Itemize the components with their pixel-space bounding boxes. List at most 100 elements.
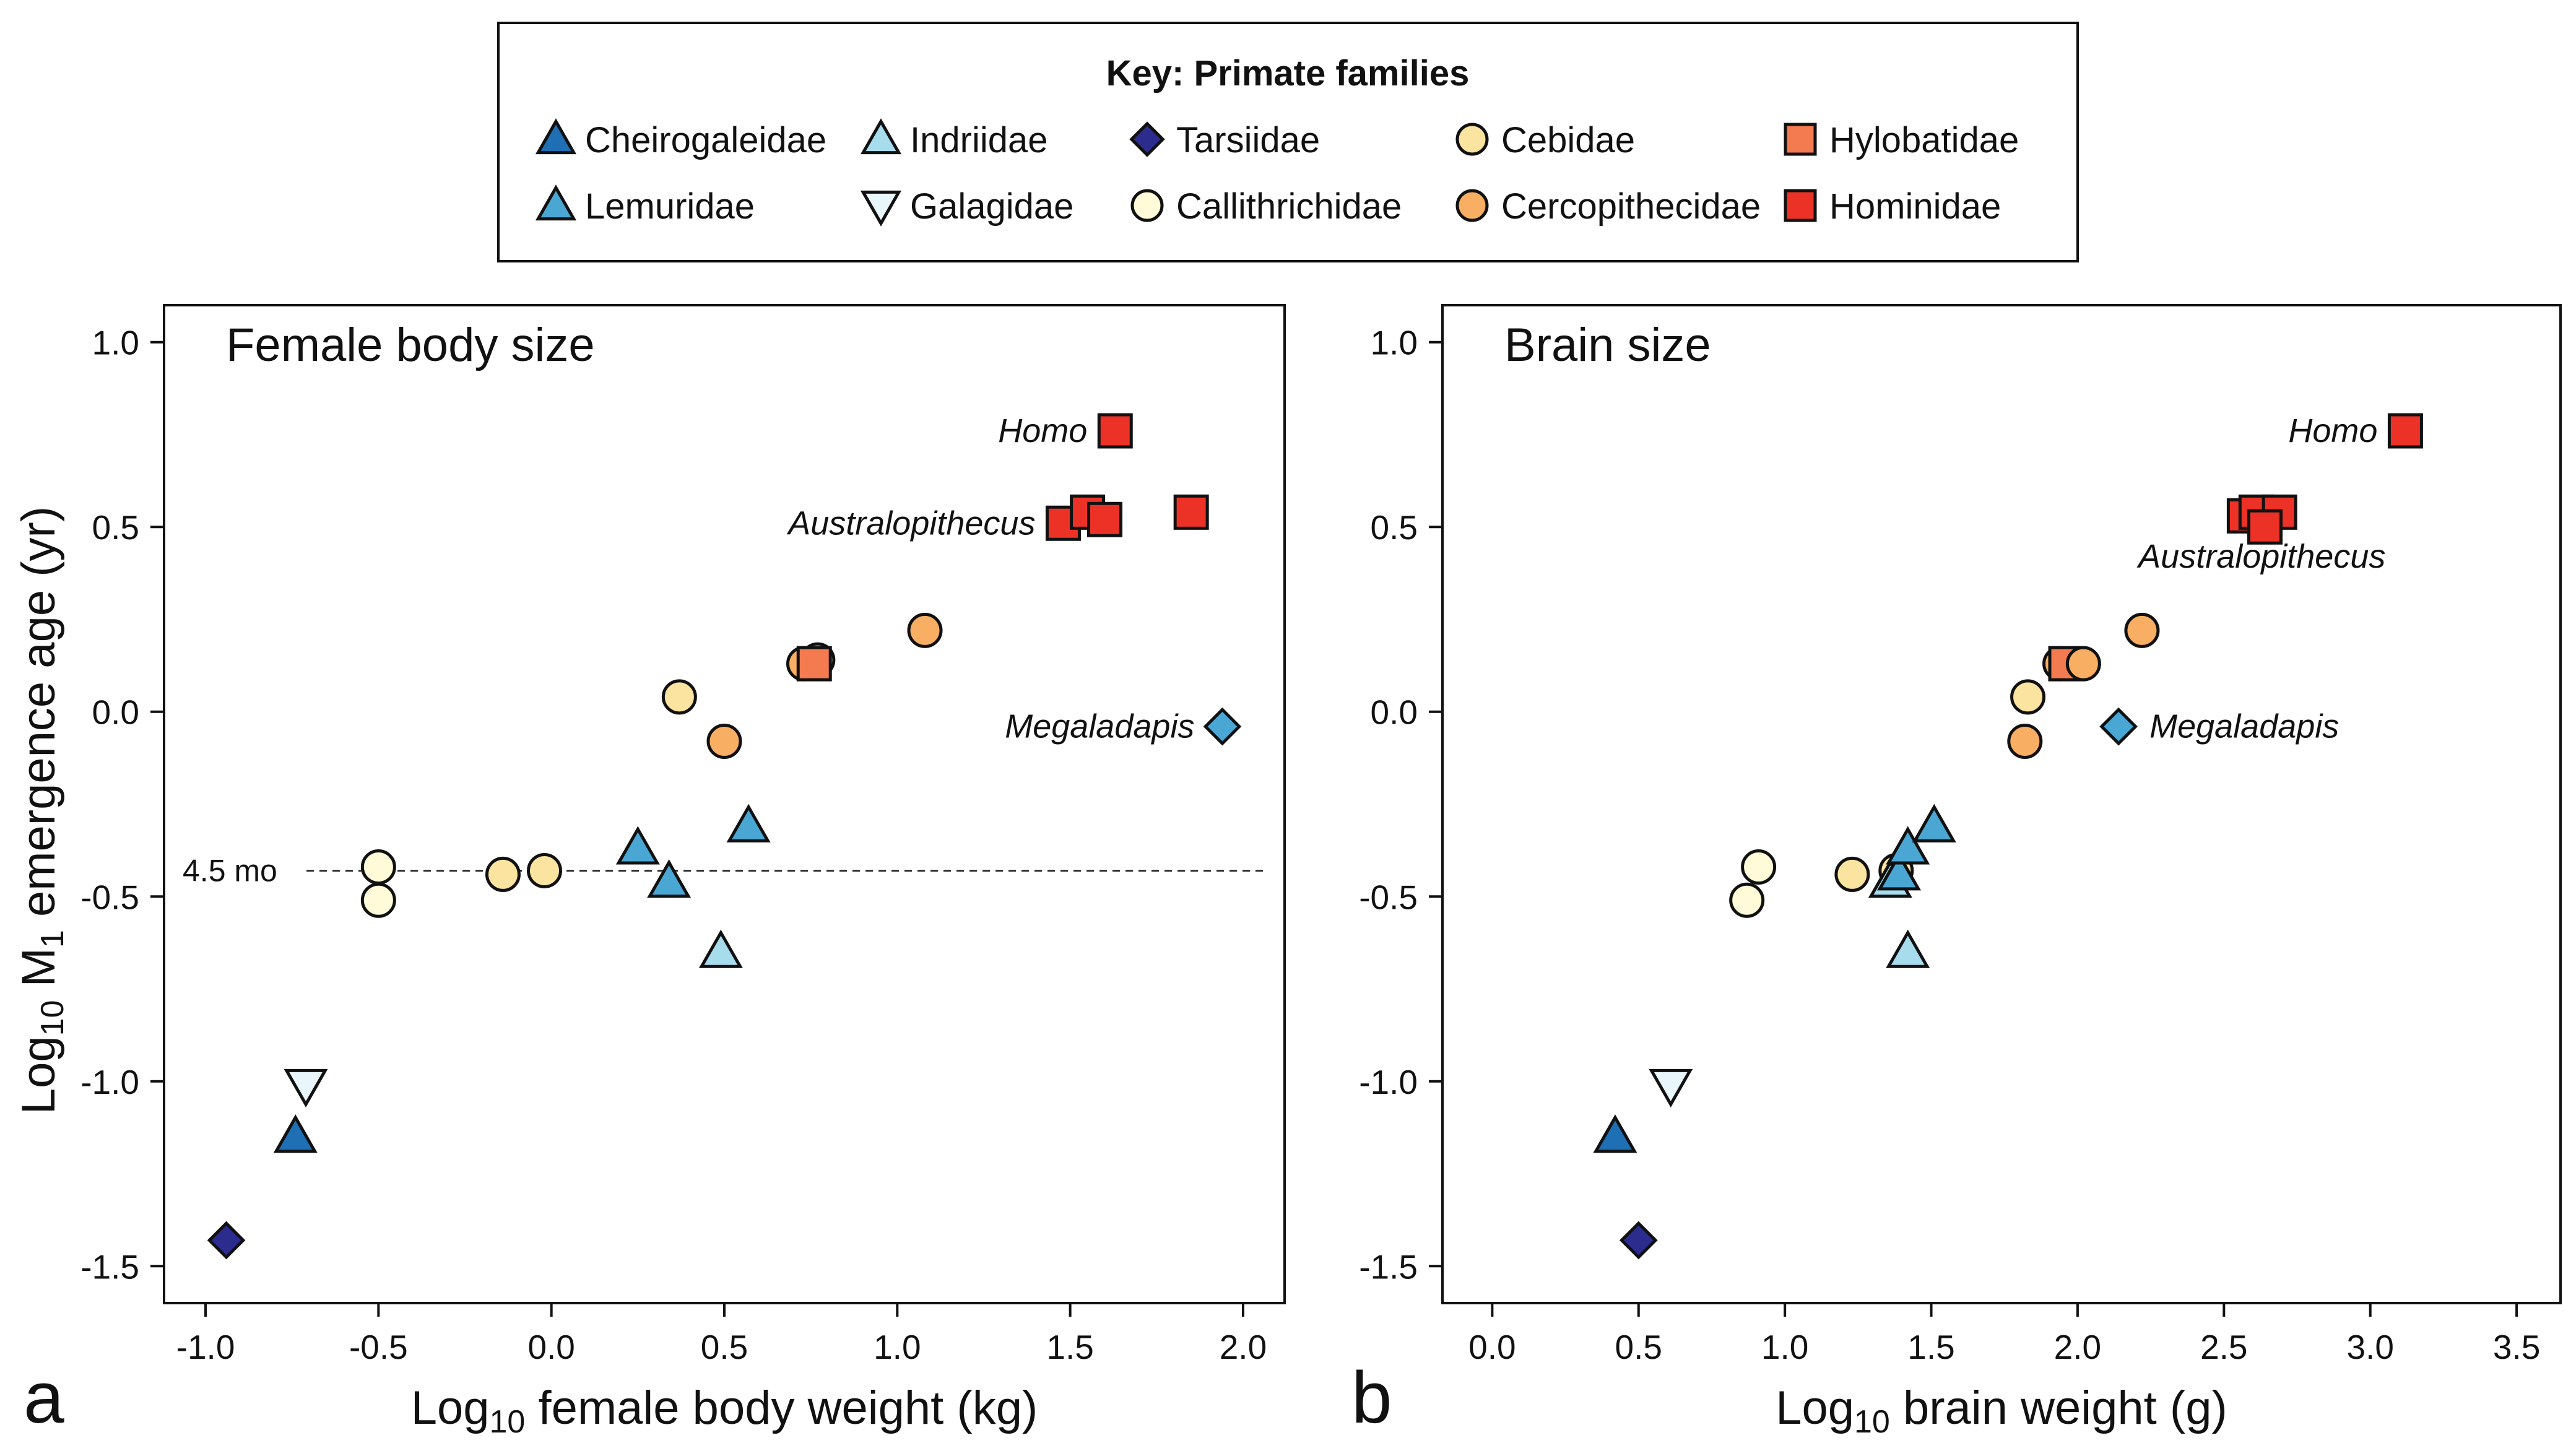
legend-marker-cercopithecidae (1455, 189, 1489, 222)
data-points-a (207, 413, 1242, 1260)
point-indriidae (1886, 929, 1930, 968)
legend-marker-callithrichidae (1130, 189, 1164, 222)
point-hominidae (1087, 501, 1123, 537)
legend-label-indriidae: Indriidae (910, 120, 1047, 160)
annotation-australopithecus: Australopithecus (2136, 538, 2385, 575)
point-callithrichidae (360, 882, 396, 918)
reference-line-label: 4.5 mo (183, 853, 277, 888)
legend-label-lemuridae: Lemuridae (585, 186, 755, 227)
point-lemuridae (726, 804, 771, 843)
x-title-b-sub: 10 (1854, 1404, 1890, 1440)
annotation-megaladapis: Megaladapis (1005, 708, 1194, 745)
panel-title-b: Brain size (1504, 319, 1711, 371)
point-lemuridae (615, 826, 660, 865)
y-axis-title-a: Log10 M1 emergence age (yr) (12, 506, 71, 1114)
point-cheirogaleidae (1593, 1114, 1637, 1153)
x-tick-label-a: 0.0 (527, 1328, 575, 1366)
plot-frame-a (163, 304, 1286, 1304)
legend-marker-galagidae (860, 190, 902, 227)
point-cercopithecidae (706, 724, 742, 760)
legend-label-callithrichidae: Callithrichidae (1176, 186, 1402, 227)
point-cebidae (527, 852, 563, 888)
point-lemuridae (2099, 707, 2138, 746)
point-lemuridae (1203, 707, 1242, 746)
point-cebidae (2010, 679, 2046, 715)
data-points-b (1593, 413, 2423, 1260)
x-axis-b: 0.0 0.5 1.0 1.5 2.0 2.5 3.0 3.5 (1468, 1303, 2540, 1366)
point-cebidae (661, 679, 697, 715)
y-title-rest: emergence age (yr) (12, 506, 65, 930)
panel-a: Female body size -1.0 -0.5 0.0 0.5 1.0 1.5 2.0… (12, 304, 1286, 1440)
x-axis-title-a: Log10 female body weight (kg) (411, 1382, 1038, 1440)
legend-label-cheirogaleidae: Cheirogaleidae (585, 120, 826, 160)
y-tick-label-a: 1.0 (92, 324, 139, 362)
point-cheirogaleidae (273, 1114, 318, 1153)
x-tick-label-b: 0.0 (1468, 1328, 1516, 1366)
point-callithrichidae (1729, 882, 1765, 918)
panel-letter-a: a (24, 1357, 64, 1439)
point-cercopithecidae (2007, 724, 2043, 760)
x-tick-label-b: 3.0 (2346, 1328, 2393, 1366)
legend-marker-hominidae (1784, 189, 1817, 222)
x-tick-label-b: 2.5 (2200, 1328, 2247, 1366)
legend-marker-lemuridae (535, 184, 577, 221)
point-lemuridae (1886, 826, 1930, 865)
y-title-sub2: 1 (35, 930, 71, 948)
point-cercopithecidae (907, 612, 943, 648)
legend-marker-cheirogaleidae (535, 118, 577, 155)
y-tick-label-a: -1.5 (80, 1247, 139, 1286)
annotation-megaladapis: Megaladapis (2149, 708, 2339, 745)
x-tick-label-a: 0.5 (701, 1328, 748, 1366)
point-tarsiidae (207, 1221, 246, 1260)
annotations-b: Homo Australopithecus Megaladapis (2136, 412, 2385, 745)
point-cebidae (1834, 856, 1870, 892)
annotation-homo: Homo (998, 412, 1087, 449)
x-axis-a: -1.0 -0.5 0.0 0.5 1.0 1.5 2.0 (176, 1303, 1267, 1366)
point-callithrichidae (1741, 849, 1777, 885)
legend-label-tarsiidae: Tarsiidae (1176, 120, 1320, 160)
x-tick-label-a: 2.0 (1220, 1328, 1267, 1366)
x-title-b-rest: brain weight (g) (1890, 1382, 2227, 1434)
x-tick-label-b: 2.0 (2054, 1328, 2101, 1366)
point-cercopithecidae (2124, 612, 2160, 648)
y-tick-label-b: -0.5 (1359, 878, 1418, 916)
legend-label-cebidae: Cebidae (1501, 120, 1635, 160)
y-tick-label-a: 0.0 (92, 693, 139, 732)
y-title-log: Log (12, 1036, 65, 1114)
point-galagidae (284, 1068, 328, 1107)
point-cebidae (485, 856, 521, 892)
y-axis-b: 1.0 0.5 0.0 -0.5 -1.0 -1.5 (1359, 324, 1442, 1286)
x-title-a-rest: female body weight (kg) (525, 1382, 1038, 1434)
y-tick-label-b: -1.0 (1359, 1063, 1418, 1101)
x-title-a-sub: 10 (490, 1404, 526, 1440)
y-tick-label-a: -1.0 (80, 1063, 139, 1101)
legend-entries: Cheirogaleidae Indriidae Tarsiidae Cebidae H… (535, 118, 2019, 227)
y-tick-label-a: 0.5 (92, 508, 139, 547)
y-tick-label-b: 0.5 (1371, 508, 1418, 547)
legend-label-hominidae: Hominidae (1829, 186, 2001, 227)
x-tick-label-b: 1.5 (1907, 1328, 1954, 1366)
point-cercopithecidae (2065, 646, 2101, 682)
legend-marker-cebidae (1455, 123, 1489, 156)
y-tick-label-b: 0.0 (1371, 693, 1418, 732)
y-tick-label-b: -1.5 (1359, 1247, 1418, 1286)
x-tick-label-b: 0.5 (1615, 1328, 1662, 1366)
point-hominidae (1173, 494, 1209, 530)
legend: Key: Primate families Cheirogaleidae Indr… (497, 22, 2079, 262)
x-tick-label-a: -1.0 (176, 1328, 235, 1366)
legend-marker-indriidae (860, 118, 902, 155)
plot-frame-b (1441, 304, 2562, 1304)
point-indriidae (698, 929, 743, 968)
panel-letter-b: b (1351, 1357, 1392, 1439)
legend-marker-hylobatidae (1784, 123, 1817, 156)
legend-heading: Key: Primate families (1106, 53, 1470, 93)
x-title-b-log: Log (1776, 1382, 1854, 1434)
point-hominidae (2387, 413, 2423, 449)
point-hominidae (1097, 413, 1133, 449)
legend-label-hylobatidae: Hylobatidae (1829, 120, 2019, 160)
x-tick-label-b: 1.0 (1761, 1328, 1808, 1366)
point-lemuridae (647, 859, 692, 898)
annotation-homo: Homo (2288, 412, 2377, 449)
point-hylobatidae (796, 646, 832, 682)
